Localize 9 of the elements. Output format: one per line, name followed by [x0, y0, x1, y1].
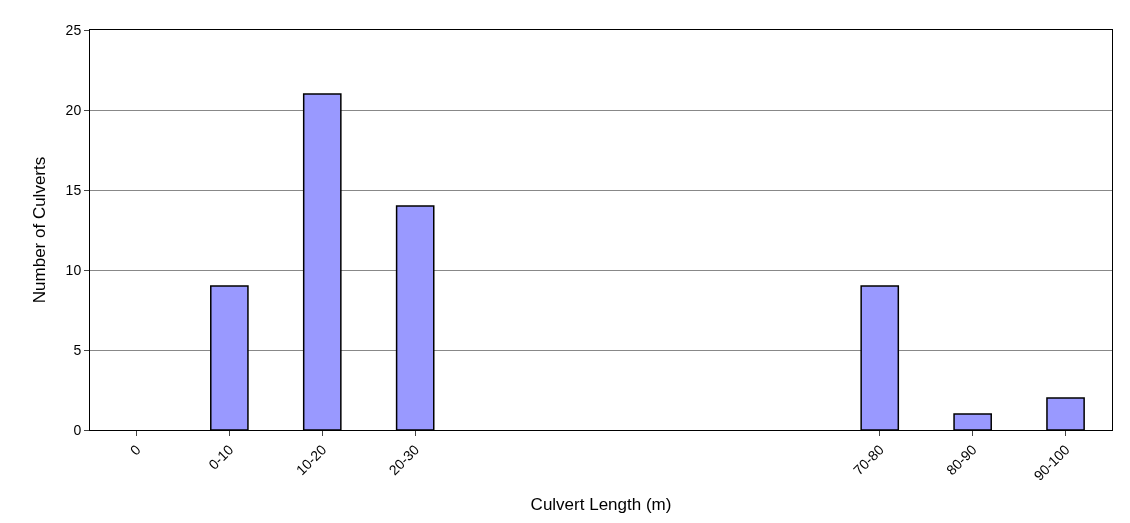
x-axis-title: Culvert Length (m) — [530, 495, 672, 515]
x-tick-label: 0 — [126, 441, 144, 459]
y-tick-label: 5 — [73, 341, 82, 358]
y-tick-label: 10 — [65, 261, 82, 278]
y-tick-label: 15 — [65, 181, 82, 198]
y-tick-label: 20 — [65, 101, 82, 118]
y-axis-title: Number of Culverts — [30, 156, 50, 304]
y-tick-label: 0 — [73, 421, 82, 438]
y-tick-label: 25 — [65, 21, 82, 38]
